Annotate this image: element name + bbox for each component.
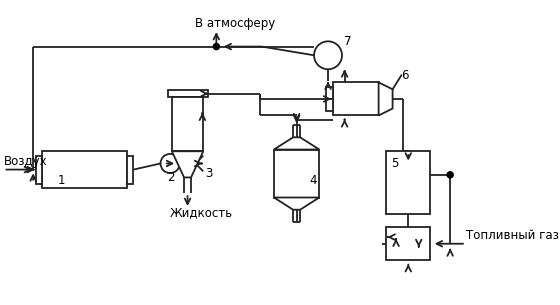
- Bar: [167, 90, 208, 97]
- Polygon shape: [274, 137, 319, 149]
- Bar: [274, 149, 319, 198]
- Text: 6: 6: [402, 69, 409, 82]
- Text: 4: 4: [310, 174, 317, 187]
- Circle shape: [314, 41, 342, 69]
- Circle shape: [161, 154, 180, 173]
- Bar: [42, 151, 127, 188]
- Text: 7: 7: [344, 35, 351, 48]
- Text: 2: 2: [167, 171, 175, 184]
- Bar: [386, 151, 430, 214]
- Text: 3: 3: [205, 167, 212, 180]
- Bar: [326, 87, 333, 111]
- Circle shape: [213, 44, 220, 50]
- Text: 1: 1: [58, 174, 65, 187]
- Bar: [172, 97, 203, 151]
- Bar: [36, 156, 42, 184]
- Bar: [333, 82, 379, 116]
- Text: В атмосферу: В атмосферу: [194, 17, 275, 30]
- Polygon shape: [379, 82, 393, 116]
- Bar: [127, 156, 133, 184]
- Polygon shape: [172, 151, 203, 178]
- Text: Воздух: Воздух: [3, 155, 47, 168]
- Polygon shape: [274, 198, 319, 210]
- Circle shape: [447, 172, 453, 178]
- Text: 5: 5: [391, 157, 398, 170]
- Text: Топливный газ: Топливный газ: [466, 229, 559, 242]
- Text: Жидкость: Жидкость: [170, 206, 234, 219]
- Bar: [386, 227, 430, 260]
